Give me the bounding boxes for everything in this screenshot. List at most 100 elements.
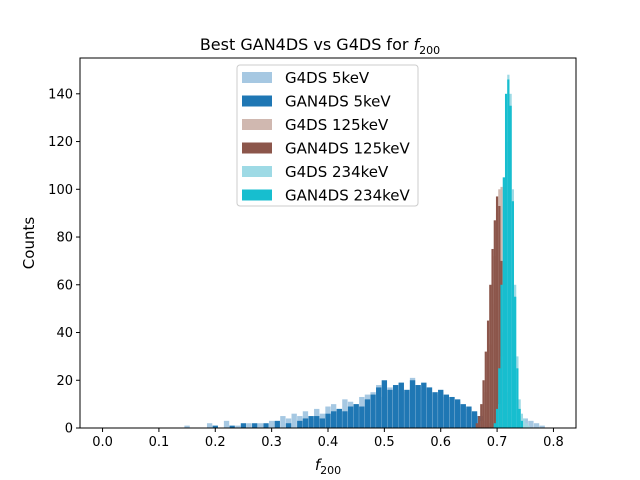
bar-gan4ds-5kev-17 [353,404,359,428]
bar-g4ds-5kev-9 [291,413,297,428]
bar-gan4ds-5kev-35 [454,399,461,428]
bar-g4ds-5kev-47 [539,425,545,428]
bar-g4ds-5kev-7 [280,416,286,428]
bar-g4ds-5kev-2 [223,420,230,428]
bar-gan4ds-125kev-10 [498,206,501,428]
bar-gan4ds-234kev-2 [498,368,501,428]
y-tick-label: 0 [65,422,73,437]
legend-label-4: G4DS 234keV [285,163,389,181]
y-tick-label: 140 [48,87,73,102]
bar-gan4ds-5kev-27 [409,380,416,428]
bar-gan4ds-125kev-3 [482,380,485,428]
legend-box [236,64,419,207]
bar-gan4ds-234kev-3 [500,284,503,428]
bar-gan4ds-125kev-0 [475,423,478,428]
bar-gan4ds-234kev-6 [507,79,510,428]
legend-label-5: GAN4DS 234keV [285,187,410,205]
y-tick-label: 20 [56,374,73,389]
bar-gan4ds-5kev-6 [285,423,292,428]
bar-gan4ds-234kev-11 [518,408,521,428]
x-axis-ticks: 0.0 0.1 0.2 0.3 0.4 0.5 0.6 0.7 0.8 [92,428,564,450]
bar-g4ds-5kev-3 [235,425,241,428]
bar-gan4ds-5kev-10 [314,416,320,428]
bar-gan4ds-5kev-1 [229,425,235,428]
bar-g4ds-5kev-1 [206,423,213,428]
bar-gan4ds-5kev-38 [471,411,478,428]
bar-gan4ds-5kev-8 [302,418,309,428]
bar-gan4ds-234kev-9 [514,296,517,428]
bar-gan4ds-234kev-7 [509,105,512,429]
bar-gan4ds-234kev-5 [504,93,508,428]
bar-gan4ds-5kev-29 [421,382,427,428]
legend-swatch-5 [242,189,272,201]
bar-g4ds-234kev-12 [523,418,526,428]
bar-gan4ds-5kev-2 [240,423,247,428]
bar-gan4ds-5kev-21 [376,387,382,428]
bar-gan4ds-5kev-16 [347,406,354,428]
legend-label-0: G4DS 5keV [285,69,370,87]
x-tick-label: 0.8 [543,435,564,450]
chart-title: Best GAN4DS vs G4DS for f200 [200,35,440,57]
bar-gan4ds-234kev-1 [495,408,499,428]
bar-gan4ds-5kev-25 [398,382,404,428]
bar-g4ds-5kev-4 [246,423,252,428]
bar-gan4ds-5kev-18 [359,406,365,428]
y-axis-label: Counts [20,217,38,270]
bar-gan4ds-234kev-8 [511,201,514,428]
bar-gan4ds-5kev-20 [370,394,376,428]
x-tick-label: 0.0 [92,435,113,450]
histogram-bars [184,74,545,429]
bar-gan4ds-5kev-31 [432,392,438,428]
legend: G4DS 5keV GAN4DS 5keV G4DS 125keV GAN4DS 12… [236,64,419,207]
bar-gan4ds-5kev-26 [404,389,410,428]
x-tick-label: 0.3 [261,435,282,450]
legend-label-1: GAN4DS 5keV [285,93,391,111]
bar-gan4ds-5kev-37 [466,406,472,428]
bar-gan4ds-125kev-1 [477,416,481,428]
bar-gan4ds-125kev-4 [484,351,487,428]
bar-gan4ds-5kev-3 [252,423,258,428]
bar-gan4ds-5kev-15 [342,411,348,428]
bar-gan4ds-5kev-13 [330,411,337,428]
bar-gan4ds-5kev-0 [212,425,218,428]
bar-gan4ds-234kev-0 [493,423,496,428]
bar-gan4ds-5kev-23 [387,389,393,428]
bar-gan4ds-125kev-2 [480,404,483,428]
bar-gan4ds-5kev-11 [319,418,326,428]
bar-g4ds-5kev-0 [184,425,190,428]
x-tick-label: 0.1 [149,435,170,450]
bar-gan4ds-5kev-28 [415,385,421,428]
x-tick-label: 0.7 [487,435,508,450]
bar-g4ds-5kev-6 [268,420,275,428]
bar-gan4ds-125kev-9 [495,196,499,428]
bar-gan4ds-125kev-8 [493,220,496,428]
bar-gan4ds-5kev-34 [449,396,455,428]
bar-g4ds-5kev-45 [528,420,534,428]
bar-g4ds-5kev-44 [522,418,528,428]
y-tick-label: 120 [48,135,73,150]
bar-gan4ds-234kev-12 [520,420,524,428]
legend-swatch-4 [242,166,272,177]
bar-gan4ds-125kev-7 [491,248,494,428]
bar-gan4ds-5kev-36 [460,404,466,428]
x-axis-label: f200 [315,456,341,477]
bar-gan4ds-234kev-10 [516,368,519,428]
legend-swatch-1 [242,95,272,107]
y-tick-label: 80 [56,231,73,246]
y-tick-label: 60 [56,278,73,293]
x-tick-label: 0.5 [374,435,395,450]
bar-gan4ds-5kev-5 [274,420,280,428]
y-axis-ticks: 0 20 40 60 80 100 120 140 [48,87,80,437]
bar-gan4ds-5kev-33 [443,394,450,428]
x-tick-label: 0.2 [205,435,226,450]
bar-g4ds-5kev-5 [257,423,264,428]
bar-gan4ds-5kev-22 [381,380,388,428]
x-tick-label: 0.6 [430,435,451,450]
bar-gan4ds-5kev-19 [364,399,371,428]
x-tick-label: 0.4 [318,435,339,450]
bar-gan4ds-5kev-24 [392,385,399,428]
bar-gan4ds-5kev-4 [263,423,269,428]
bar-gan4ds-5kev-12 [325,413,331,428]
legend-swatch-0 [242,72,272,83]
